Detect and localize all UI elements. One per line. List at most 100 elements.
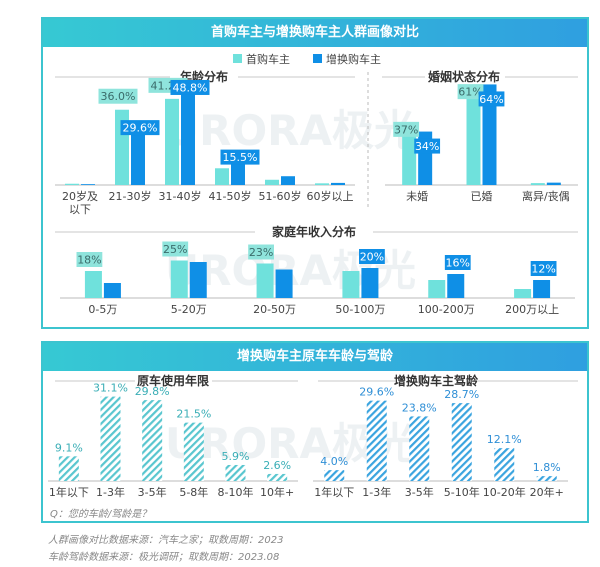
bar-hatched bbox=[536, 476, 557, 481]
income-chart-title: 家庭年收入分布 bbox=[272, 224, 356, 239]
legend: 首购车主 增换购车主 bbox=[233, 52, 381, 66]
data-label-replace-bg bbox=[220, 149, 260, 165]
data-label-first: 36.0% bbox=[101, 90, 136, 103]
tick-label: 10年+ bbox=[260, 485, 294, 499]
data-label-replace: 48.8% bbox=[173, 81, 208, 94]
tick-label: 21-30岁 bbox=[109, 189, 152, 203]
data-label-replace-bg bbox=[478, 91, 505, 107]
bar-first bbox=[315, 183, 329, 185]
tick-label: 51-60岁 bbox=[259, 189, 302, 203]
tick-label: 0-5万 bbox=[88, 303, 117, 316]
tick-label: 10-20年 bbox=[483, 485, 526, 499]
tick-label: 60岁以上 bbox=[307, 189, 354, 203]
driving-age-section-header: 增换购车主驾龄 bbox=[318, 373, 578, 388]
tick-label: 3-5年 bbox=[405, 485, 434, 499]
bar-replace bbox=[131, 123, 145, 185]
data-label-replace-bg bbox=[414, 138, 441, 154]
tick-label: 20年+ bbox=[530, 485, 564, 499]
data-label: 28.7% bbox=[444, 388, 479, 401]
bar-hatched bbox=[366, 400, 387, 481]
data-label-replace-bg bbox=[359, 249, 385, 264]
tick-label: 以下 bbox=[69, 203, 91, 216]
legend-label-first: 首购车主 bbox=[246, 52, 290, 66]
data-label-replace-bg bbox=[170, 79, 210, 95]
tick-label: 100-200万 bbox=[418, 303, 475, 316]
bar-hatched bbox=[324, 470, 345, 481]
bar-hatched bbox=[58, 456, 79, 481]
data-label: 29.6% bbox=[359, 386, 394, 399]
income-section-header: 家庭年收入分布 bbox=[55, 224, 578, 239]
vehicle-age-panel-title: 增换购车主原车车龄与驾龄 bbox=[43, 343, 587, 371]
data-label: 4.0% bbox=[320, 455, 348, 468]
data-label: 29.8% bbox=[135, 385, 170, 398]
data-label: 23.8% bbox=[402, 401, 437, 414]
car-age-chart-title: 原车使用年限 bbox=[137, 373, 209, 388]
bar-hatched bbox=[183, 422, 204, 481]
data-label-first-bg bbox=[98, 88, 138, 104]
tick-label: 41-50岁 bbox=[209, 189, 252, 203]
bar-replace bbox=[361, 268, 379, 298]
bar-replace bbox=[103, 283, 121, 298]
marriage-chart-title: 婚姻状态分布 bbox=[428, 69, 500, 84]
data-label: 9.1% bbox=[55, 441, 83, 454]
bar-replace bbox=[482, 84, 497, 185]
bar-hatched bbox=[494, 448, 515, 481]
bar-hatched bbox=[409, 416, 430, 481]
data-label-first-bg bbox=[457, 84, 484, 100]
bar-first bbox=[265, 179, 279, 185]
legend-swatch-replace bbox=[313, 54, 322, 63]
data-label-first-bg bbox=[76, 252, 103, 267]
data-label-first: 18% bbox=[77, 254, 101, 267]
car-age-section-header: 原车使用年限 bbox=[55, 373, 298, 388]
data-label-replace: 29.6% bbox=[123, 122, 158, 135]
legend-label-replace: 增换购车主 bbox=[326, 52, 381, 66]
data-label: 12.1% bbox=[487, 433, 522, 446]
bar-replace bbox=[533, 280, 551, 298]
bar-first bbox=[514, 289, 532, 298]
bar-first bbox=[165, 98, 179, 185]
bar-replace bbox=[331, 182, 345, 185]
bar-replace bbox=[447, 274, 465, 298]
bar-first bbox=[402, 126, 417, 185]
tick-label: 5-20万 bbox=[171, 303, 207, 316]
bar-first bbox=[530, 183, 545, 185]
data-label-replace: 34% bbox=[415, 140, 439, 153]
tick-label: 3-5年 bbox=[138, 485, 167, 499]
data-label-replace: 20% bbox=[360, 251, 384, 264]
bar-first bbox=[256, 263, 274, 298]
data-label-first-bg bbox=[162, 241, 189, 257]
tick-label: 50-100万 bbox=[335, 303, 385, 316]
data-label-first-bg bbox=[393, 121, 420, 137]
watermark: URORA极光 bbox=[165, 106, 416, 155]
data-label-first: 37% bbox=[394, 123, 418, 136]
tick-label: 1-3年 bbox=[362, 485, 391, 499]
tick-label: 8-10年 bbox=[218, 485, 254, 499]
data-label: 31.1% bbox=[93, 382, 128, 395]
tick-label: 1年以下 bbox=[49, 485, 89, 499]
bar-replace bbox=[275, 269, 293, 298]
bar-hatched bbox=[451, 403, 472, 481]
bar-first bbox=[428, 280, 446, 298]
chart-marks: 20岁及以下36.0%29.6%21-30岁41.2%48.8%31-40岁15… bbox=[48, 77, 578, 499]
tick-label: 31-40岁 bbox=[159, 189, 202, 203]
data-label: 1.8% bbox=[533, 461, 561, 474]
source-note-1: 人群画像对比数据来源：汽车之家；取数周期：2023 bbox=[48, 535, 284, 546]
tick-label: 1年以下 bbox=[314, 485, 354, 499]
bar-first bbox=[342, 271, 360, 298]
bar-first bbox=[215, 168, 229, 185]
bar-replace bbox=[81, 184, 95, 185]
tick-label: 5-10年 bbox=[444, 485, 480, 499]
data-label-first-bg bbox=[248, 244, 274, 260]
bar-first bbox=[170, 260, 188, 298]
tick-label: 离异/丧偶 bbox=[522, 189, 570, 203]
data-label-replace-bg bbox=[444, 255, 471, 270]
data-label-first: 25% bbox=[163, 243, 187, 256]
data-label-replace: 15.5% bbox=[223, 151, 258, 164]
tick-label: 未婚 bbox=[406, 189, 428, 203]
data-label-replace-bg bbox=[120, 120, 160, 136]
data-label-replace: 64% bbox=[479, 93, 503, 106]
bar-replace bbox=[546, 182, 561, 185]
tick-label: 5-8年 bbox=[179, 485, 208, 499]
data-label-replace: 16% bbox=[446, 257, 470, 270]
